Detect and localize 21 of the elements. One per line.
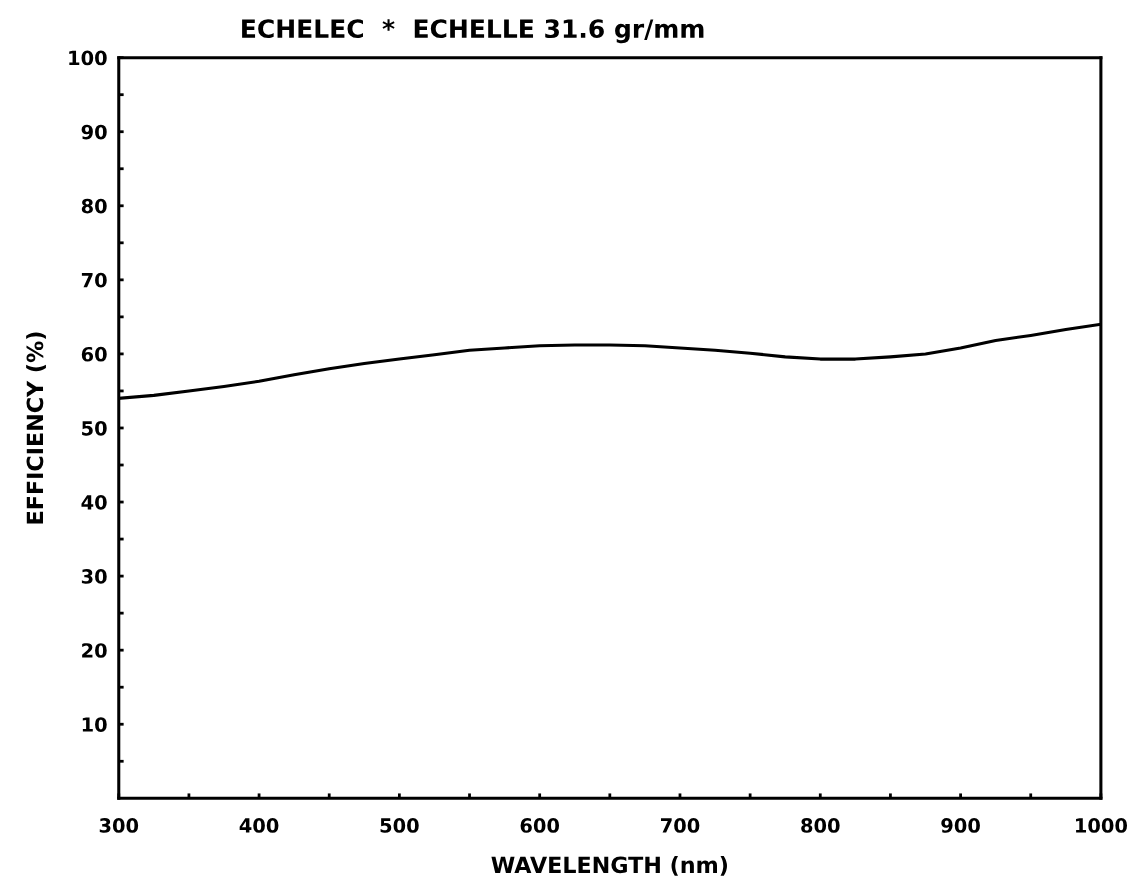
y-tick-label: 80 bbox=[81, 198, 107, 214]
y-tick-label: 50 bbox=[82, 420, 107, 436]
y-tick-label: 30 bbox=[81, 569, 107, 584]
x-tick-label: 900 bbox=[941, 818, 980, 833]
x-tick-label: 800 bbox=[801, 818, 840, 833]
y-tick-label: 20 bbox=[82, 643, 107, 658]
y-tick-label: 60 bbox=[81, 346, 107, 362]
y-tick-label: 90 bbox=[81, 124, 107, 140]
y-axis-title: EFFICIENCY (%) bbox=[26, 332, 46, 524]
y-tick-label: 100 bbox=[69, 50, 107, 66]
x-tick-label: 500 bbox=[380, 818, 419, 833]
x-tick-label: 700 bbox=[660, 818, 700, 833]
x-tick-label: 1000 bbox=[1076, 818, 1128, 833]
chart-title: ECHELEC * ECHELLE 31.6 gr/mm bbox=[242, 19, 704, 44]
x-axis-title: WAVELENGTH (nm) bbox=[491, 856, 727, 876]
y-tick-label: 40 bbox=[81, 495, 107, 510]
x-tick-label: 400 bbox=[239, 818, 279, 833]
x-tick-label: 600 bbox=[520, 818, 560, 833]
y-tick-label: 10 bbox=[82, 717, 107, 732]
y-tick-label: 70 bbox=[81, 272, 107, 288]
x-tick-label: 300 bbox=[99, 818, 139, 833]
